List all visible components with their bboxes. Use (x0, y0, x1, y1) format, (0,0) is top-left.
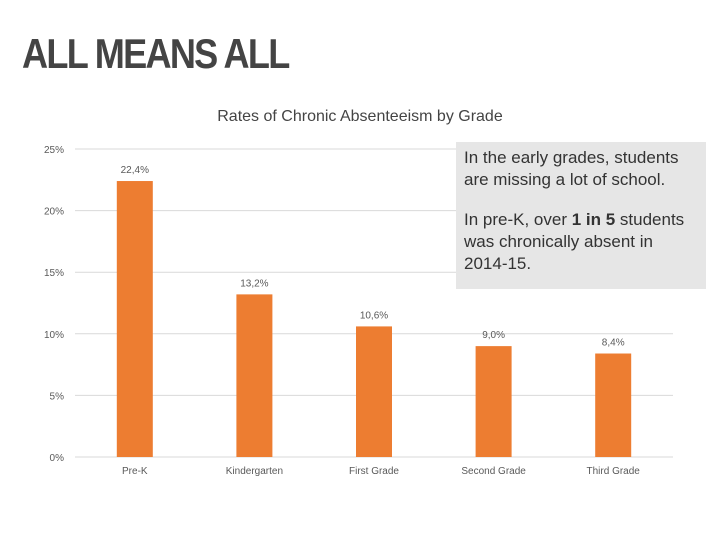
x-tick-label: First Grade (349, 466, 399, 477)
callout-line-2-suffix: students was chronically absent in 2014-… (464, 210, 685, 273)
y-tick-label: 5% (50, 391, 65, 402)
bar (595, 353, 632, 457)
data-label: 10,6% (360, 310, 388, 321)
y-tick-label: 15% (44, 268, 64, 279)
data-labels: 22,4% 13,2% 10,6% 9,0% 8,4% (121, 165, 625, 348)
callout-line-2-prefix: In pre-K, over (464, 210, 572, 229)
data-label: 22,4% (121, 165, 149, 176)
x-tick-label: Second Grade (461, 466, 526, 477)
bar (116, 181, 153, 458)
y-tick-label: 10% (44, 330, 64, 341)
callout-highlight: 1 in 5 (571, 210, 616, 229)
y-tick-label: 25% (44, 145, 64, 156)
y-tick-label: 0% (50, 453, 65, 464)
bars (116, 181, 632, 458)
chart-title: Rates of Chronic Absenteeism by Grade (217, 108, 503, 125)
y-axis-ticks: 0% 5% 10% 15% 20% 25% (44, 145, 64, 464)
bar (356, 326, 392, 457)
slide-title: ALL MEANS ALL (22, 30, 290, 77)
callout-line-1: In the early grades, students are missin… (464, 148, 679, 189)
data-label: 13,2% (240, 278, 268, 289)
bar (236, 294, 273, 457)
data-label: 9,0% (482, 330, 505, 341)
x-tick-label: Pre-K (122, 466, 148, 477)
y-tick-label: 20% (44, 207, 64, 218)
data-label: 8,4% (602, 338, 625, 349)
callout-line-2: In pre-K, over 1 in 5 students was chron… (464, 209, 698, 275)
callout-box: In the early grades, students are missin… (456, 142, 706, 289)
x-tick-label: Third Grade (587, 466, 641, 477)
x-axis-ticks: Pre-K Kindergarten First Grade Second Grade… (122, 466, 640, 477)
x-tick-label: Kindergarten (226, 466, 283, 477)
bar (475, 346, 512, 457)
